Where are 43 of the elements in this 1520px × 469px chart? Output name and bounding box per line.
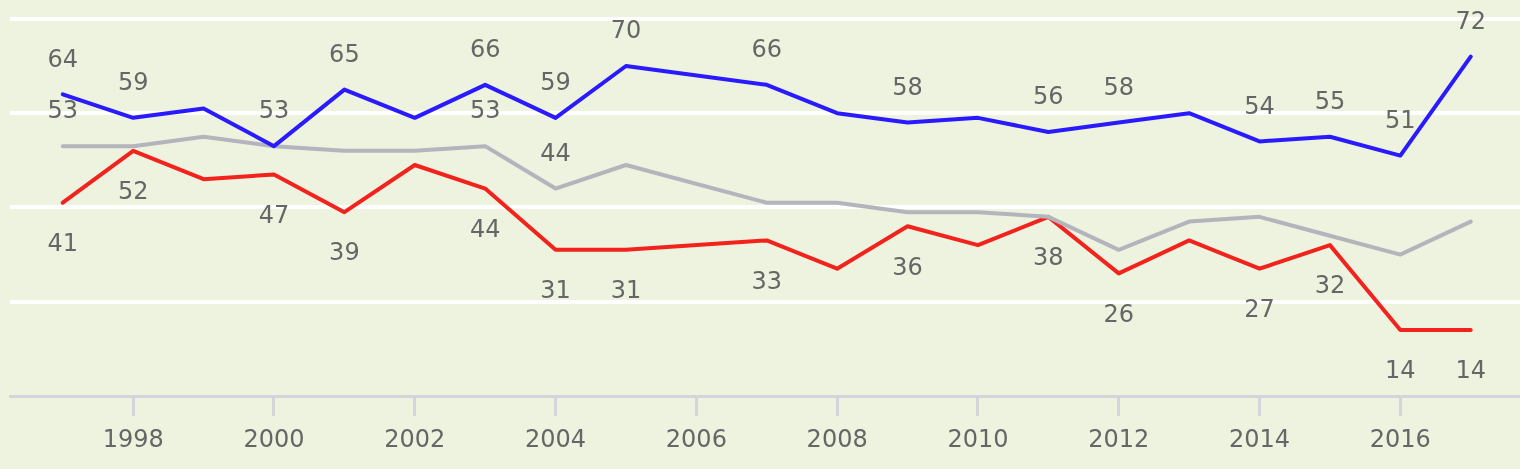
data-label: 14 bbox=[1385, 356, 1416, 385]
x-tick-label: 2002 bbox=[384, 424, 446, 453]
data-label: 51 bbox=[1385, 105, 1416, 134]
data-label: 53 bbox=[469, 96, 501, 125]
data-label: 39 bbox=[329, 238, 360, 267]
x-tick-label: 2000 bbox=[243, 424, 305, 453]
x-tick-label: 2004 bbox=[525, 424, 587, 453]
data-label: 52 bbox=[117, 177, 149, 206]
data-label: 33 bbox=[751, 266, 783, 295]
data-label: 41 bbox=[47, 228, 79, 257]
data-label: 56 bbox=[1033, 82, 1064, 111]
data-label: 31 bbox=[540, 276, 571, 305]
data-label: 65 bbox=[329, 39, 360, 68]
data-label: 70 bbox=[610, 16, 642, 45]
data-label: 55 bbox=[1314, 86, 1346, 115]
data-label: 53 bbox=[258, 96, 290, 125]
x-tick-label: 1998 bbox=[102, 424, 164, 453]
data-label: 59 bbox=[540, 68, 571, 97]
data-label: 14 bbox=[1455, 356, 1486, 385]
x-tick-label: 2010 bbox=[947, 424, 1009, 453]
data-label: 32 bbox=[1314, 271, 1346, 300]
data-label: 58 bbox=[892, 72, 923, 101]
data-label: 44 bbox=[469, 214, 501, 243]
data-label: 44 bbox=[540, 138, 571, 167]
data-label: 64 bbox=[47, 44, 79, 73]
x-tick-label: 2012 bbox=[1088, 424, 1150, 453]
data-label: 31 bbox=[610, 276, 642, 305]
data-label: 54 bbox=[1244, 91, 1275, 120]
data-label: 26 bbox=[1103, 299, 1135, 328]
data-label: 38 bbox=[1033, 243, 1064, 272]
data-label: 59 bbox=[117, 68, 149, 97]
data-label: 66 bbox=[469, 35, 501, 64]
x-tick-label: 2008 bbox=[806, 424, 868, 453]
data-label: 47 bbox=[258, 200, 290, 229]
x-tick-label: 2006 bbox=[665, 424, 727, 453]
data-label: 72 bbox=[1455, 6, 1486, 35]
data-label: 53 bbox=[47, 96, 79, 125]
data-label: 36 bbox=[892, 252, 923, 281]
data-label: 27 bbox=[1244, 294, 1275, 323]
x-tick-label: 2016 bbox=[1369, 424, 1431, 453]
data-label: 66 bbox=[751, 35, 783, 64]
x-tick-label: 2014 bbox=[1228, 424, 1291, 453]
data-label: 58 bbox=[1103, 72, 1135, 101]
